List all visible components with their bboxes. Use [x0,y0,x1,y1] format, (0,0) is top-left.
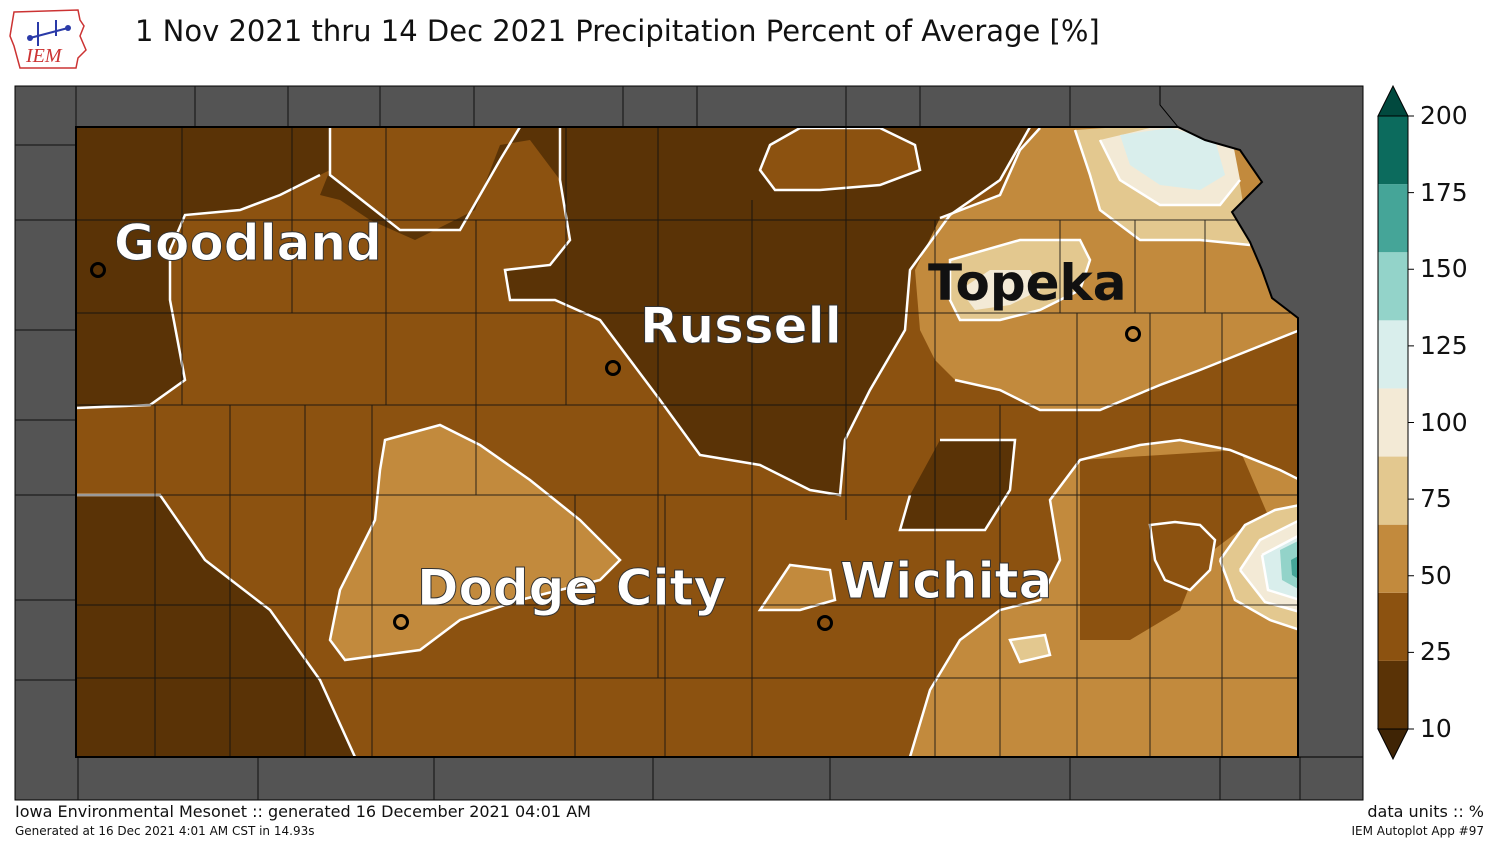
colorbar-tick-label: 50 [1420,560,1452,590]
map-title: 1 Nov 2021 thru 14 Dec 2021 Precipitatio… [135,14,1100,48]
precip-contour-fills [76,127,1298,757]
colorbar-segment [1378,524,1408,593]
label-dodge-city: Dodge City [417,559,726,617]
city-labels: Goodland Russell Topeka Dodge City Wichi… [114,214,1127,618]
colorbar-tick-label: 175 [1420,177,1468,207]
marker-wichita [817,615,833,631]
label-russell: Russell [640,297,842,355]
city-markers [90,262,1141,631]
logo-text: IEM [25,45,63,67]
colorbar-segment [1378,660,1408,729]
colorbar-under-triangle [1377,728,1409,761]
footer-units: data units :: % [1367,802,1484,821]
colorbar-tick-label: 75 [1420,484,1452,514]
marker-topeka [1125,326,1141,342]
colorbar-segment [1378,388,1408,457]
footer-generated: Generated at 16 Dec 2021 4:01 AM CST in … [15,824,315,838]
colorbar-tick-label: 200 [1420,101,1468,130]
colorbar [1377,84,1414,761]
colorbar-segment [1378,456,1408,525]
label-wichita: Wichita [840,552,1052,610]
iem-logo: IEM [8,6,90,74]
colorbar-tick-label: 150 [1420,254,1468,284]
colorbar-segment [1378,252,1408,321]
colorbar-segment [1378,320,1408,389]
kansas-outline [75,126,1299,758]
colorbar-segment [1378,184,1408,253]
label-goodland: Goodland [114,214,382,272]
colorbar-tick-label: 100 [1420,407,1468,437]
colorbar-over-triangle [1377,84,1409,117]
marker-goodland [90,262,106,278]
marker-russell [605,360,621,376]
colorbar-tick-label: 10 [1420,714,1452,743]
label-topeka: Topeka [928,254,1127,312]
marker-dodge-city [393,614,409,630]
colorbar-tick-label: 25 [1420,637,1452,667]
footer-source: Iowa Environmental Mesonet :: generated … [15,802,591,821]
footer-app: IEM Autoplot App #97 [1351,824,1484,838]
colorbar-segment [1378,116,1408,185]
colorbar-tick-label: 125 [1420,330,1468,360]
colorbar-segment [1378,592,1408,661]
